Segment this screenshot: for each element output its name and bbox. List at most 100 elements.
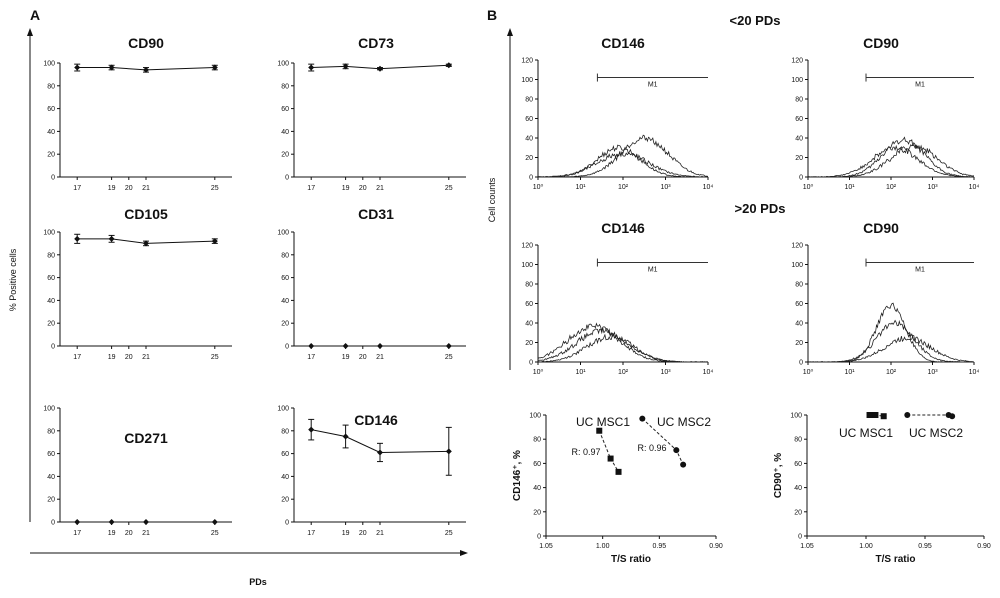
data-point [342, 63, 349, 70]
line-chart-cd90: CD90 0 20 40 60 80 100 17 19 20 21 25 [43, 35, 232, 192]
data-point [74, 64, 81, 71]
x-tick-label: 19 [342, 530, 350, 537]
series-label-uc-msc1: UC MSC1 [839, 426, 893, 440]
x-tick-label: 10¹ [575, 184, 586, 191]
x-tick-label: 20 [359, 354, 367, 361]
line-chart-cd105: CD105 0 20 40 60 80 100 17 19 20 21 25 [43, 206, 232, 361]
series-label-uc-msc1: UC MSC1 [576, 415, 630, 429]
y-tick-label: 120 [521, 243, 533, 250]
data-point [445, 448, 452, 455]
x-tick-label: 21 [376, 354, 384, 361]
x-tick-label: 19 [342, 354, 350, 361]
series-label-uc-msc2: UC MSC2 [657, 415, 711, 429]
series-line [77, 238, 215, 244]
histogram-series-1 [537, 322, 709, 363]
y-tick-label: 80 [533, 437, 541, 444]
x-tick-label: 20 [359, 530, 367, 537]
section-b-mid-title: >20 PDs [735, 201, 786, 216]
y-tick-label: 0 [798, 534, 802, 541]
y-tick-label: 20 [281, 321, 289, 328]
data-point [74, 519, 81, 525]
y-tick-label: 0 [285, 344, 289, 351]
chart-title: CD271 [124, 430, 168, 446]
chart-title: CD31 [358, 206, 394, 222]
y-tick-label: 20 [47, 321, 55, 328]
x-tick-label: 10⁰ [803, 368, 814, 376]
x-tick-label: 19 [108, 354, 116, 361]
data-point [108, 519, 115, 525]
data-point [211, 64, 218, 71]
y-tick-label: 0 [51, 175, 55, 182]
x-tick-label: 25 [445, 530, 453, 537]
x-axis-label: T/S ratio [875, 554, 915, 565]
x-tick-label: 25 [211, 185, 219, 192]
x-tick-label: 10³ [927, 184, 938, 191]
line-chart-cd31: CD31 0 20 40 60 80 100 17 19 20 21 25 [277, 206, 466, 361]
y-tick-label: 20 [525, 155, 533, 162]
y-tick-label: 0 [285, 520, 289, 527]
data-point [377, 449, 383, 456]
histogram-series-3 [807, 144, 975, 178]
histogram-h_cd90_hi: CD90 0 20 40 60 80 100 120 10⁰ 10¹ 10² 10³ 10⁴ M1 [791, 220, 979, 376]
y-tick-label: 20 [281, 152, 289, 159]
data-point [143, 240, 149, 247]
histogram-series-1 [807, 136, 975, 178]
y-tick-label: 80 [47, 252, 55, 259]
x-tick-label: 17 [73, 185, 81, 192]
x-tick-label: 10⁴ [969, 369, 980, 376]
data-point [880, 413, 887, 420]
gate-marker-label: M1 [648, 82, 658, 89]
histogram-series-2 [807, 319, 975, 363]
y-tick-label: 60 [525, 301, 533, 308]
gate-marker-label: M1 [648, 267, 658, 274]
y-tick-label: 40 [525, 321, 533, 328]
x-tick-label: 10² [886, 369, 897, 376]
y-tick-label: 60 [794, 461, 802, 468]
x-tick-label: 10² [618, 184, 629, 191]
x-tick-label: 1.00 [859, 543, 873, 550]
y-tick-label: 20 [281, 497, 289, 504]
y-tick-label: 120 [791, 243, 803, 250]
data-point [308, 343, 315, 349]
trend-line-1 [598, 430, 619, 473]
x-tick-label: 21 [376, 185, 384, 192]
y-tick-label: 100 [791, 262, 803, 269]
chart-title: CD90 [863, 220, 899, 236]
histogram-series-3 [537, 333, 709, 363]
y-tick-label: 40 [281, 474, 289, 481]
y-tick-label: 100 [277, 406, 289, 413]
section-a-x-arrowhead [460, 550, 468, 556]
section-a-y-arrowhead [27, 28, 33, 36]
x-tick-label: 25 [211, 354, 219, 361]
x-tick-label: 1.00 [596, 543, 610, 550]
y-tick-label: 40 [795, 136, 803, 143]
data-point [308, 64, 315, 71]
y-tick-label: 80 [47, 428, 55, 435]
x-tick-label: 10¹ [575, 369, 586, 376]
x-tick-label: 10³ [660, 369, 671, 376]
y-tick-label: 60 [525, 116, 533, 123]
x-tick-label: 10³ [927, 369, 938, 376]
data-point [342, 433, 349, 440]
x-tick-label: 25 [445, 354, 453, 361]
x-tick-label: 10³ [660, 184, 671, 191]
data-point [866, 412, 873, 418]
panel-label-a: A [30, 7, 40, 23]
y-axis-label: CD90⁺, % [773, 453, 784, 498]
data-point [615, 468, 622, 475]
x-tick-label: 10⁰ [803, 183, 814, 191]
x-tick-label: 0.95 [918, 543, 932, 550]
histogram-series-2 [537, 144, 708, 178]
y-tick-label: 20 [795, 340, 803, 347]
scatter-ts_cd146: 0 20 40 60 80 100 1.05 1.00 0.95 0.90 T/S ratio CD1… [512, 413, 723, 566]
line-chart-cd146_line: CD146 0 20 40 60 80 100 17 19 20 21 25 [277, 406, 466, 537]
data-point [872, 412, 879, 418]
y-tick-label: 40 [281, 298, 289, 305]
section-b-ylabel: Cell counts [487, 177, 497, 222]
y-tick-label: 60 [795, 301, 803, 308]
x-tick-label: 17 [307, 354, 315, 361]
trend-line-2 [907, 414, 953, 417]
chart-title: CD73 [358, 35, 394, 51]
